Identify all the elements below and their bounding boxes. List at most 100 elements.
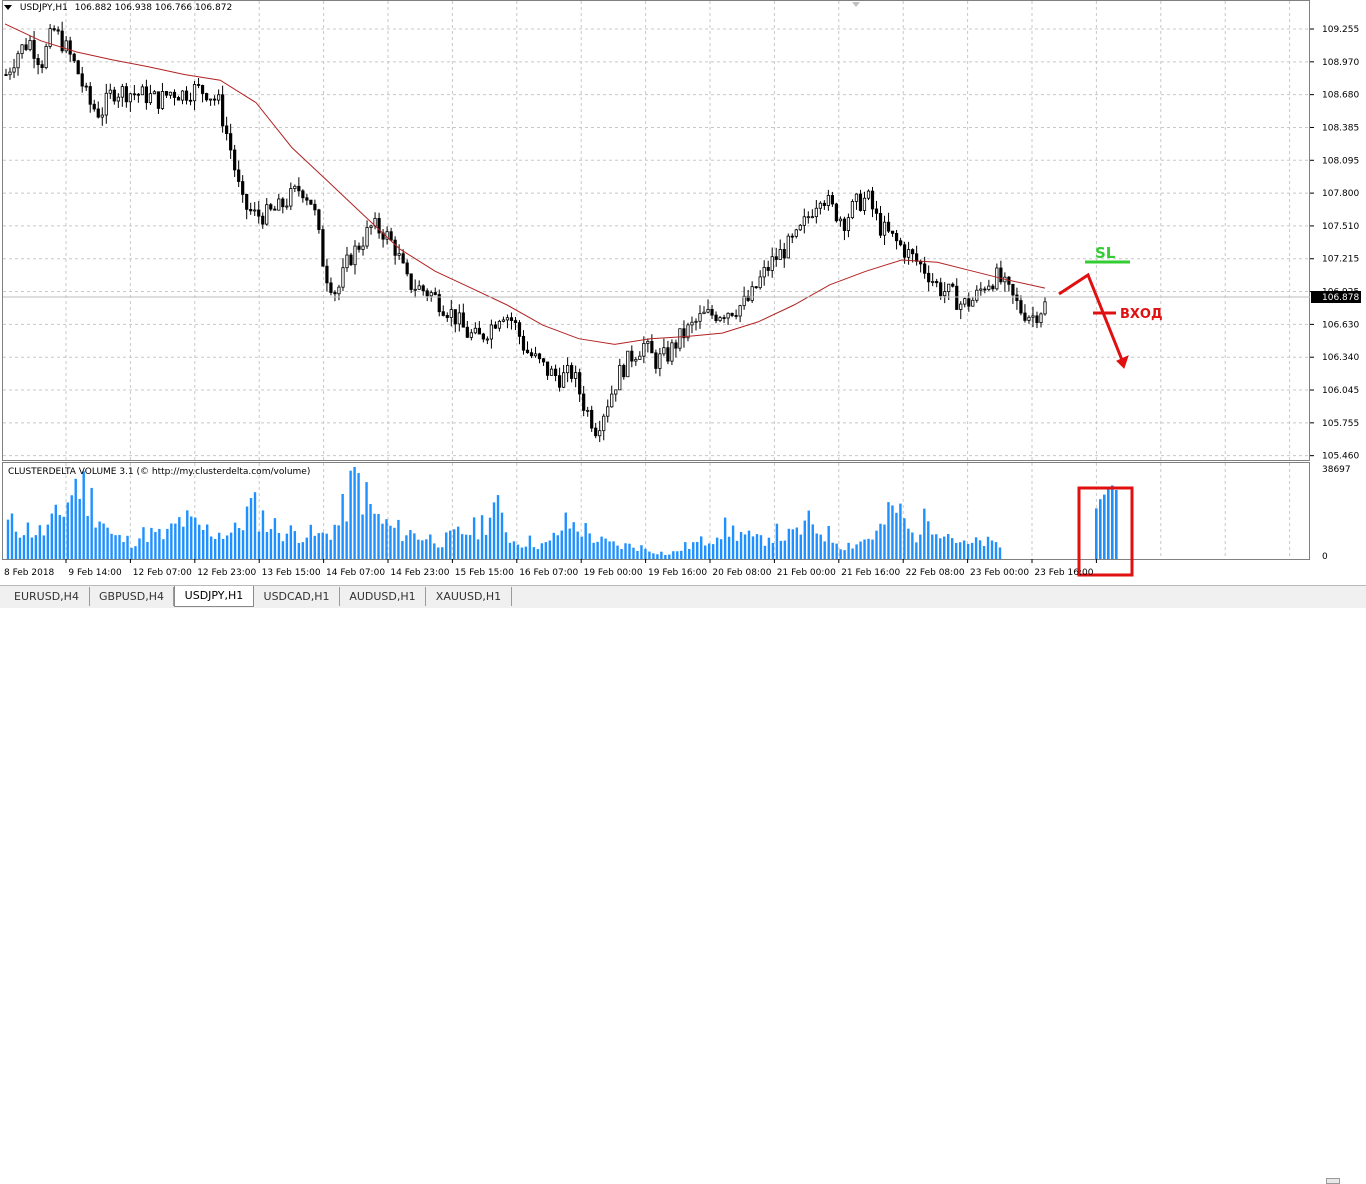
candle — [184, 86, 189, 105]
candle-body — [349, 254, 353, 266]
volume-bar — [333, 524, 336, 559]
candle — [894, 229, 899, 250]
volume-axis-min: 0 — [1322, 552, 1328, 562]
candle-body — [642, 343, 646, 357]
candle-body — [333, 292, 337, 295]
candle — [160, 82, 165, 110]
candle — [549, 365, 554, 376]
volume-bar — [576, 531, 579, 559]
candle — [999, 260, 1003, 285]
candle — [8, 67, 12, 80]
candle-body — [862, 197, 867, 211]
candle — [570, 362, 574, 383]
candle — [156, 91, 161, 114]
volume-bar — [875, 530, 878, 559]
volume-bar — [488, 517, 492, 559]
candle — [722, 314, 726, 323]
sl-label: SL — [1095, 244, 1116, 262]
volume-bar — [142, 527, 145, 559]
candle-body — [935, 281, 939, 284]
tab-audusd[interactable]: AUDUSD,H1 — [340, 587, 426, 606]
volume-panel[interactable]: 38697 0 8 Feb 2018 9 Feb 14:00 12 Feb 07:00 1… — [0, 462, 1366, 584]
candle — [433, 287, 437, 296]
time-label: 19 Feb 00:00 — [584, 568, 643, 578]
candle — [321, 225, 325, 267]
price-frame — [2, 0, 1310, 461]
candle-body — [714, 314, 718, 322]
candle-body — [830, 195, 834, 205]
candle-body — [778, 249, 782, 260]
candle — [249, 202, 253, 215]
candle-body — [261, 215, 265, 225]
candle-body — [329, 282, 333, 293]
shift-marker-icon[interactable] — [852, 2, 860, 7]
candle-body — [192, 84, 197, 102]
candle-body — [923, 263, 927, 274]
candle — [425, 288, 429, 302]
candle — [84, 82, 88, 91]
volume-bar — [684, 542, 687, 559]
tab-eurusd[interactable]: EURUSD,H4 — [4, 587, 90, 606]
volume-bar — [437, 547, 440, 559]
candle-body — [1011, 283, 1015, 296]
candle-body — [638, 355, 642, 360]
candle — [606, 399, 610, 423]
tab-usdcad[interactable]: USDCAD,H1 — [254, 587, 340, 606]
candle — [578, 368, 582, 402]
candle-body — [790, 235, 794, 238]
candle — [393, 236, 397, 265]
volume-bar — [369, 503, 372, 559]
tab-scroll-handle[interactable] — [1326, 1178, 1340, 1184]
candle — [164, 90, 169, 99]
candle — [971, 297, 975, 307]
candle — [245, 193, 249, 220]
candle — [253, 202, 257, 216]
candle-body — [870, 190, 875, 210]
candle — [233, 144, 237, 178]
candle-body — [818, 202, 822, 209]
volume-bar — [301, 542, 305, 559]
volume-bar — [221, 538, 225, 559]
volume-bar — [401, 541, 404, 559]
dropdown-triangle-icon[interactable] — [4, 5, 12, 10]
candle-body — [297, 185, 301, 192]
candle — [670, 339, 674, 366]
tab-gbpusd[interactable]: GBPUSD,H4 — [90, 587, 174, 606]
candle — [794, 228, 798, 239]
volume-bar — [927, 521, 930, 559]
candle-body — [221, 94, 225, 127]
price-chart[interactable]: 109.255 108.970 108.680 108.385 108.095 107.8… — [0, 0, 1366, 462]
candle-body — [148, 93, 153, 104]
volume-bar — [249, 498, 253, 559]
candle-body — [32, 40, 36, 59]
volume-bar — [759, 535, 763, 559]
candle-body — [738, 305, 742, 317]
candle — [907, 241, 911, 265]
tab-usdjpy[interactable]: USDJPY,H1 — [174, 586, 254, 607]
price-tick-label: 107.800 — [1322, 189, 1359, 199]
candle — [650, 334, 654, 354]
candle — [698, 305, 702, 329]
volume-bar — [520, 547, 524, 559]
candle — [60, 21, 64, 54]
tab-xauusd[interactable]: XAUUSD,H1 — [426, 587, 512, 606]
candle — [176, 95, 181, 101]
volume-bar — [166, 528, 169, 559]
volume-bar — [970, 542, 974, 559]
candle — [862, 191, 867, 215]
candle — [489, 319, 494, 349]
candle — [866, 189, 871, 201]
candle-body — [838, 218, 843, 222]
chart-window[interactable]: 109.255 108.970 108.680 108.385 108.095 107.8… — [0, 0, 1366, 584]
price-panel[interactable]: 109.255 108.970 108.680 108.385 108.095 107.8… — [0, 0, 1366, 462]
candle — [237, 160, 241, 188]
candle-body — [60, 30, 64, 52]
volume-chart[interactable]: 38697 0 8 Feb 2018 9 Feb 14:00 12 Feb 07:00 1… — [0, 462, 1366, 584]
highlighted-volume-bar — [1103, 494, 1106, 559]
volume-bar — [54, 504, 58, 559]
volume-bar — [747, 530, 751, 559]
volume-bar — [823, 541, 826, 559]
candle-body — [658, 353, 662, 369]
candle-body — [401, 253, 405, 264]
candle-body — [72, 53, 76, 62]
